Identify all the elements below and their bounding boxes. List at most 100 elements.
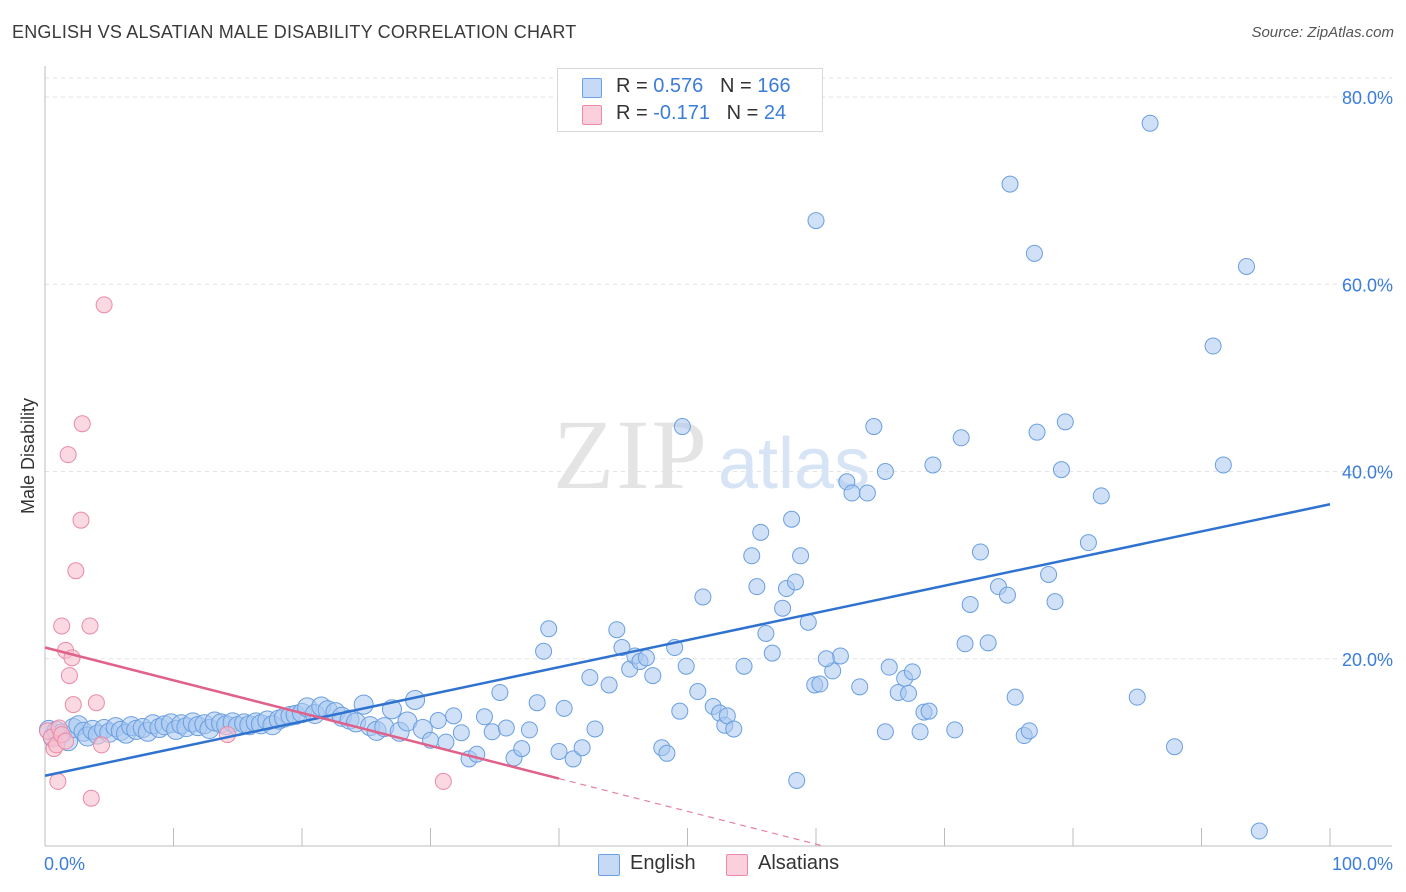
english-point [851,678,869,696]
y-tick-label: 80.0% [1342,88,1393,108]
english-point [1128,688,1146,706]
english-point [1056,413,1074,431]
y-axis-label: Male Disability [18,398,38,514]
y-tick-label: 40.0% [1342,463,1393,483]
english-point [1028,423,1046,441]
english-point [1250,822,1268,840]
english-point [911,723,929,741]
alsatian-point [73,415,91,433]
english-point [952,429,970,447]
alsatian-point [57,732,75,750]
english-point [1204,337,1222,355]
english-point [1052,461,1070,479]
bottom-legend-swatch-english [598,854,620,876]
legend-swatch-english [582,78,602,98]
alsatian-point [60,667,78,685]
legend-swatch-alsatians [582,105,602,125]
trend-lines [44,503,1331,847]
english-point [1046,593,1064,611]
x-tick-label: 100.0% [1332,854,1393,874]
alsatian-point [87,694,105,712]
english-point [483,723,501,741]
english-point [774,599,792,617]
english-point [475,708,493,726]
english-point [608,621,626,639]
english-point [971,543,989,561]
english-point [725,720,743,738]
legend-row-english: R = 0.576 N = 166 [582,75,791,101]
chart-title: ENGLISH VS ALSATIAN MALE DISABILITY CORR… [12,22,577,42]
watermark-zip: ZIP [553,399,709,510]
english-point [979,634,997,652]
english-point [757,624,775,642]
x-tick-label: 0.0% [44,854,85,874]
english-point [783,510,801,528]
alsatian-point [81,617,99,635]
english-point [788,771,806,789]
english-point [831,647,849,665]
english-point [1092,487,1110,505]
english-point [956,635,974,653]
alsatian-point [218,726,236,744]
axes [44,66,1392,847]
english-point [865,418,883,436]
english-point [786,573,804,591]
tick-labels: 20.0% 40.0% 60.0% 80.0% 0.0% 100.0% [44,88,1393,874]
alsatian-point [93,736,111,754]
english-point [555,699,573,717]
english-point [673,418,691,436]
english-point [1214,456,1232,474]
english-point [876,723,894,741]
bottom-legend-label-alsatians: Alsatians [758,852,840,874]
english-point [694,588,712,606]
english-point [677,657,695,675]
english-point [564,750,582,768]
english-point [491,683,509,701]
english-point [763,644,781,662]
english-point [644,667,662,685]
english-point [445,707,463,725]
legend-r-value: 0.576 [653,75,704,97]
alsatian-trend-line [44,646,560,780]
alsatian-trend-extension [558,778,824,847]
alsatian-point [434,772,452,790]
english-point [528,694,546,712]
english-point [600,676,618,694]
english-point [573,739,591,757]
english-point [1040,565,1058,583]
english-point [752,523,770,541]
english-point [581,668,599,686]
english-point [900,684,918,702]
english-point [998,586,1016,604]
legend-n-label: N = [726,102,764,124]
english-point [520,721,538,739]
english-point [1237,257,1255,275]
english-point [1141,114,1159,132]
english-point [792,547,810,565]
english-point [946,721,964,739]
english-point [1079,534,1097,552]
english-point [689,683,707,701]
alsatian-points [39,296,452,807]
watermark: ZIP atlas [553,399,870,510]
english-point [843,484,861,502]
english-point [735,657,753,675]
legend-row-alsatians: R = -0.171 N = 24 [582,102,786,128]
english-point [1001,175,1019,193]
source-label: Source: ZipAtlas.com [1251,24,1394,41]
alsatian-point [67,562,85,580]
y-tick-label: 60.0% [1342,275,1393,295]
english-point [535,642,553,660]
english-point [1020,722,1038,740]
english-point [1025,244,1043,262]
legend-n-value: 166 [757,75,791,97]
legend-n-label: N = [719,75,758,97]
legend-r-value: -0.171 [653,102,710,124]
gridlines [45,77,1392,660]
english-point [497,719,515,737]
legend-r-label: R = [616,102,654,124]
english-trend-line [44,503,1331,778]
english-point [748,578,766,596]
alsatian-point [59,446,77,464]
legend-n-value: 24 [763,102,787,124]
